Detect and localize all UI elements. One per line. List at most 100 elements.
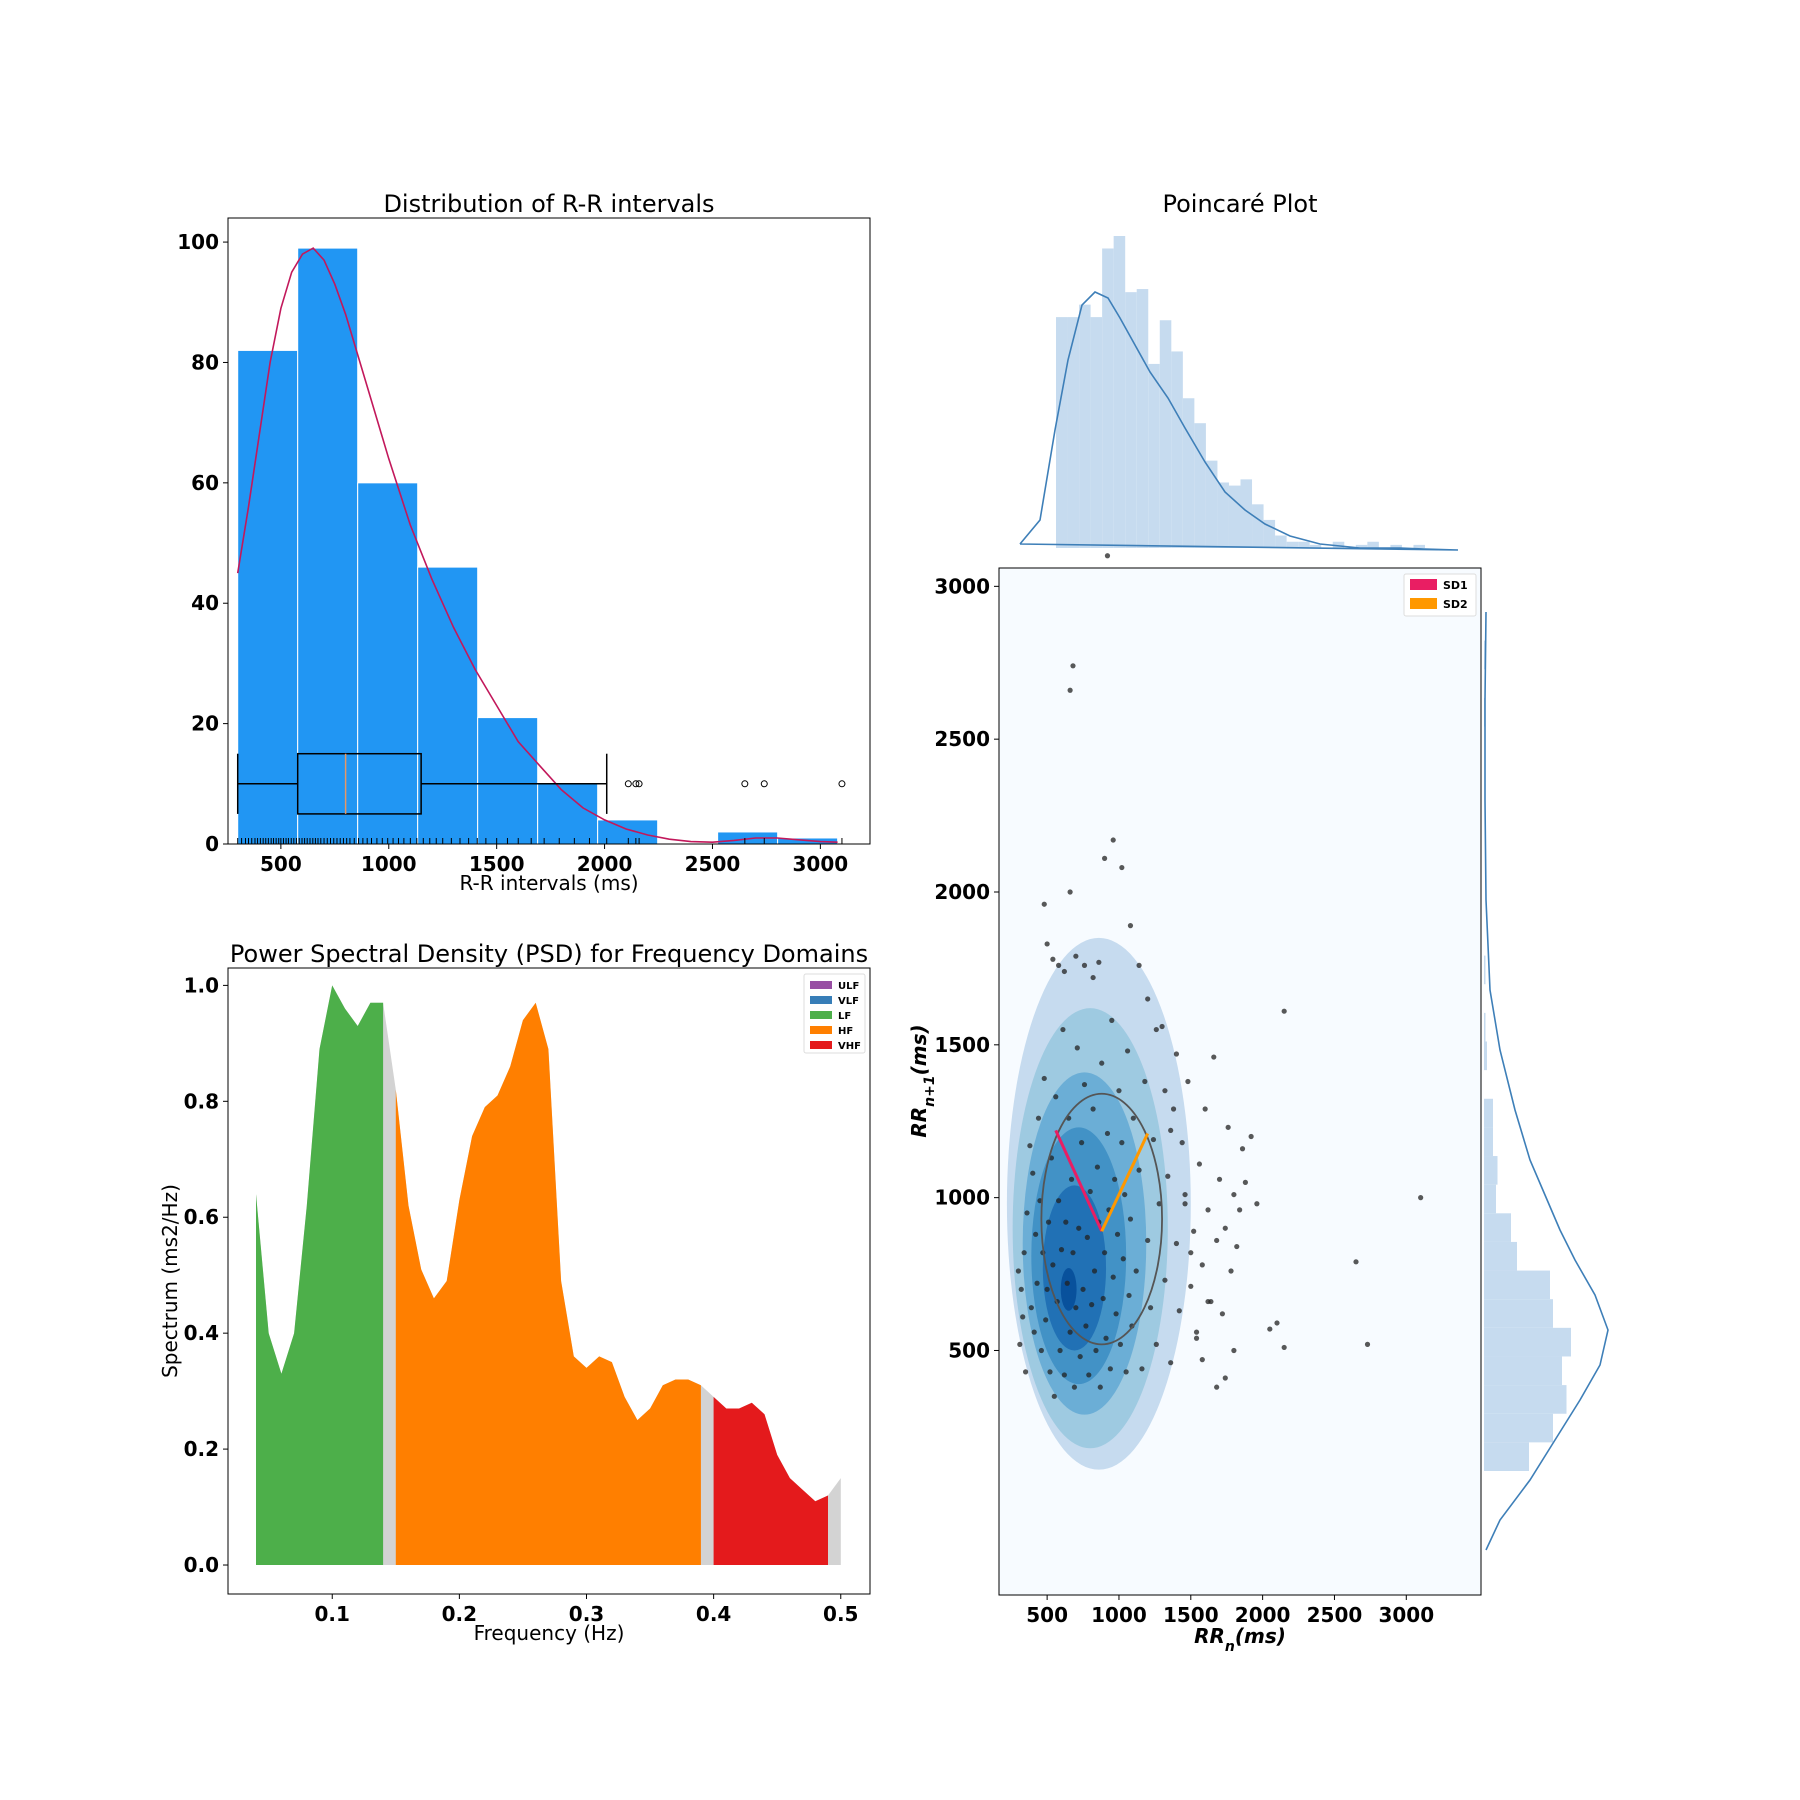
scatter-point [1191, 1228, 1197, 1234]
marginal-x-bar [1194, 423, 1206, 548]
x-tick-label: 2000 [577, 852, 633, 876]
scatter-point [1071, 1384, 1078, 1390]
scatter-point [1248, 1133, 1254, 1140]
x-tick-label: 0.4 [696, 1602, 731, 1626]
psd-x-ticks: 0.1 0.2 0.3 0.4 0.5 [315, 1594, 858, 1626]
scatter-point [1124, 1048, 1131, 1054]
histogram-bar [597, 819, 659, 845]
y-tick-label: 0.2 [184, 1437, 219, 1461]
scatter-point [1084, 1234, 1090, 1240]
psd-frame [227, 967, 871, 1595]
marginal-x-bar [1355, 544, 1368, 548]
poincare-x-ticks: 500 1000 1500 2000 2500 3000 [1026, 1595, 1434, 1627]
scatter-point [1237, 1207, 1243, 1213]
marginal-x-bar [1125, 292, 1137, 548]
y-tick-label: 1.0 [184, 973, 219, 997]
scatter-point [1168, 1360, 1174, 1366]
scatter-point [1159, 1023, 1165, 1030]
scatter-point [1104, 553, 1111, 559]
scatter-point [1127, 1216, 1134, 1222]
scatter-point [1056, 1198, 1062, 1204]
scatter-point [1127, 923, 1134, 929]
scatter-point [1170, 1106, 1177, 1112]
marginal-y-bar [1484, 1442, 1529, 1471]
scatter-point [1267, 1326, 1273, 1332]
scatter-point [1024, 1210, 1030, 1216]
x-tick-label: 2500 [685, 852, 741, 876]
y-tick-label: 0.4 [184, 1321, 219, 1345]
scatter-point [1057, 1347, 1063, 1354]
scatter-point [1060, 1026, 1066, 1033]
scatter-point [1168, 1127, 1174, 1134]
scatter-point [1123, 1369, 1129, 1375]
y-tick-label: 40 [191, 591, 219, 615]
y-tick-label: 500 [948, 1338, 990, 1362]
scatter-point [1074, 1045, 1080, 1051]
scatter-point [1076, 1225, 1082, 1231]
band-area-hf [395, 1002, 701, 1565]
scatter-point [1021, 1250, 1027, 1256]
scatter-point [1222, 1375, 1228, 1381]
y-tick-label: 0.6 [184, 1205, 219, 1229]
marginal-x-bar [1148, 363, 1160, 548]
kde-contour-level [1042, 1185, 1107, 1351]
scatter-point [1219, 1311, 1226, 1317]
y-tick-label: 60 [191, 471, 219, 495]
marginal-x-bar [1252, 504, 1264, 548]
scatter-point [1153, 1026, 1159, 1033]
scatter-point [1113, 1311, 1119, 1317]
y-tick-label: 20 [191, 712, 219, 736]
scatter-point [1142, 1078, 1148, 1085]
scatter-point [1100, 1295, 1106, 1302]
scatter-point [1231, 1347, 1237, 1354]
scatter-point [1281, 1344, 1287, 1351]
scatter-point [1047, 1369, 1053, 1375]
scatter-point [1214, 1384, 1220, 1390]
scatter-point [1205, 1207, 1211, 1213]
marginal-y-bar [1484, 1041, 1487, 1071]
boxplot-outlier [635, 780, 643, 788]
scatter-point [1073, 1305, 1079, 1311]
scatter-point [1162, 1088, 1168, 1094]
scatter-point [1173, 1240, 1180, 1247]
poincare-plot [999, 553, 1481, 1595]
scatter-point [1073, 953, 1079, 959]
marginal-x-bar [1113, 236, 1126, 548]
poincare-frame [998, 567, 1482, 1596]
scatter-point [1058, 1247, 1065, 1253]
scatter-point [1070, 663, 1076, 669]
marginal-x-curve [1019, 291, 1459, 551]
scatter-point [1096, 959, 1102, 965]
scatter-point [1136, 962, 1142, 968]
scatter-point [1093, 1347, 1099, 1354]
scatter-point [1018, 1286, 1024, 1292]
scatter-point [1188, 1250, 1194, 1256]
marginal-x-bar [1367, 541, 1379, 548]
scatter-point [1150, 1136, 1157, 1143]
y-tick-label: 80 [191, 350, 219, 374]
x-tick-label: 1500 [1163, 1603, 1219, 1627]
legend-label-sd2: SD2 [1443, 598, 1468, 611]
scatter-point [1041, 1075, 1047, 1082]
boxplot-outlier [632, 780, 640, 788]
legend-label-ulf: ULF [838, 981, 859, 992]
marginal-x-bar [1159, 320, 1172, 548]
scatter-point [1050, 956, 1056, 962]
boxplot-outlier [838, 780, 846, 788]
scatter-point [1281, 1008, 1287, 1014]
x-tick-label: 0.1 [315, 1602, 350, 1626]
poincare-panel: Poincaré Plot 500 1000 1500 2000 2500 3000 50… [907, 190, 1609, 1655]
marginal-x-bar [1263, 519, 1276, 548]
poincare-xlabel: RRn(ms) [1194, 1624, 1286, 1655]
kde-contour-level [1060, 1267, 1077, 1311]
scatter-point [1077, 1353, 1083, 1360]
scatter-point [1035, 1115, 1042, 1121]
scatter-point [1041, 901, 1047, 907]
scatter-point [1225, 1124, 1231, 1130]
marginal-x-bar [1056, 317, 1068, 548]
scatter-point [1067, 687, 1073, 693]
scatter-point [1216, 1176, 1223, 1182]
poincare-title: Poincaré Plot [1162, 190, 1317, 218]
psd-ylabel: Spectrum (ms2/Hz) [158, 1184, 182, 1378]
